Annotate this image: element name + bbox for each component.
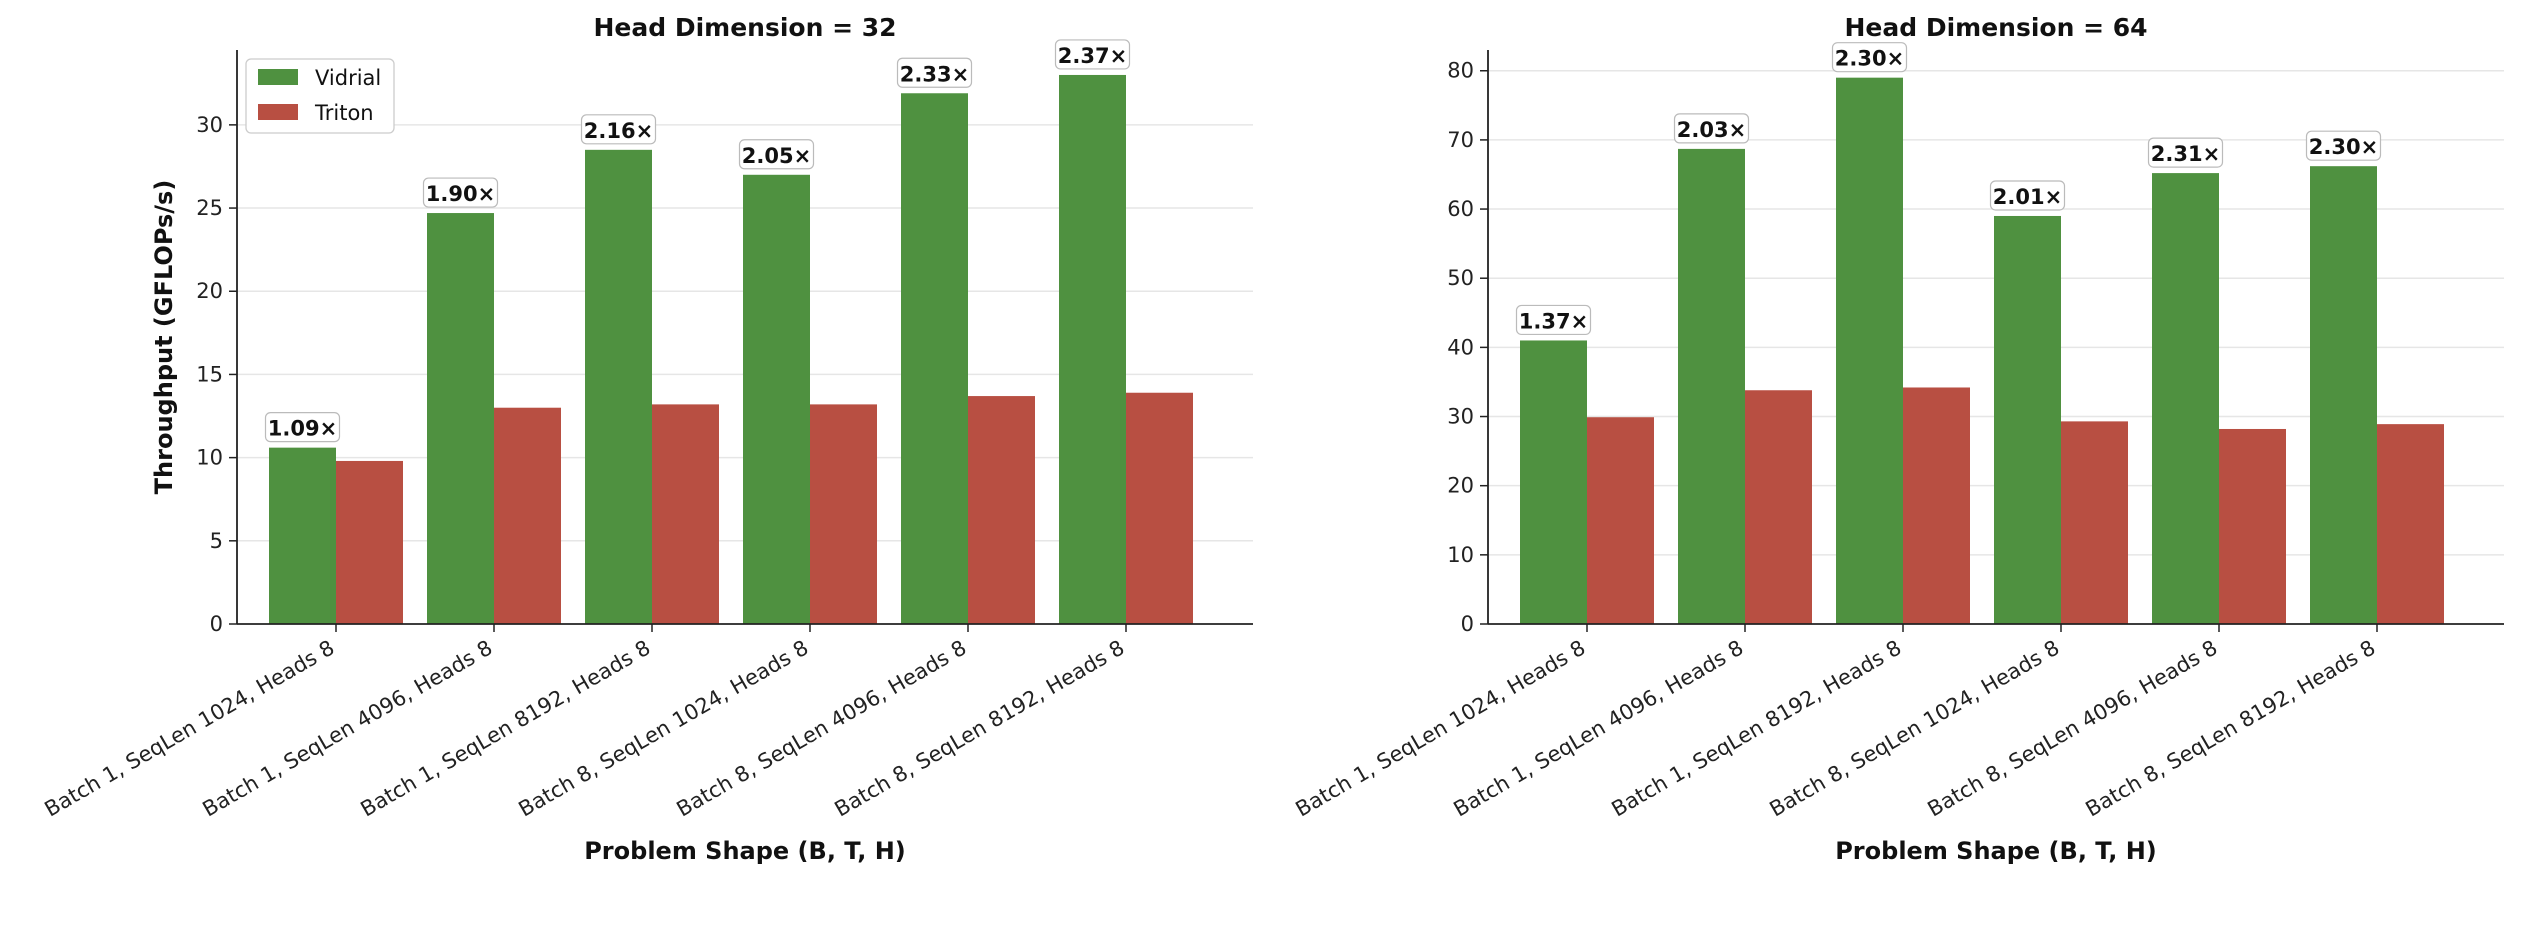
bar-vidrial: [1994, 215, 2061, 625]
y-axis-label: Throughput (GFLOPs/s): [150, 180, 178, 495]
legend-label-triton: Triton: [314, 101, 374, 125]
x-tick-label: Batch 8, SeqLen 1024, Heads 8: [514, 636, 812, 822]
speedup-label: 2.33×: [900, 62, 969, 86]
bar-triton: [652, 404, 719, 624]
chart-panel-1: 0 5 10 15 20 25 30 1.09× Batch 1, SeqLen 1024, H…: [40, 13, 1253, 865]
y-tick-label: 50: [1447, 266, 1474, 290]
speedup-label: 1.90×: [426, 182, 495, 206]
bar-vidrial: [2152, 173, 2219, 624]
bar-vidrial: [2310, 166, 2377, 624]
y-tick-label: 40: [1447, 335, 1474, 359]
speedup-label: 2.05×: [742, 144, 811, 168]
x-tick-label: Batch 8, SeqLen 4096, Heads 8: [672, 636, 970, 822]
speedup-label-box: [738, 139, 815, 170]
legend-label-vidrial: Vidrial: [315, 66, 381, 90]
speedup-label-box: [1831, 42, 1908, 73]
speedup-label: 1.09×: [268, 417, 337, 441]
x-tick-label: Batch 8, SeqLen 4096, Heads 8: [1923, 636, 2221, 822]
bar-triton: [336, 460, 403, 624]
bar-triton: [2377, 424, 2444, 624]
y-tick-label: 0: [1461, 612, 1474, 636]
y-tick-label: 15: [196, 362, 223, 386]
speedup-label: 2.37×: [1058, 44, 1127, 68]
x-tick-label: Batch 8, SeqLen 8192, Heads 8: [2081, 636, 2379, 822]
y-tick-label: 30: [196, 113, 223, 137]
y-tick-label: 20: [196, 279, 223, 303]
x-tick-label: Batch 1, SeqLen 1024, Heads 8: [1291, 636, 1589, 822]
x-tick-label: Batch 8, SeqLen 8192, Heads 8: [830, 636, 1128, 822]
chart-title: Head Dimension = 64: [1844, 13, 2147, 42]
bar-triton: [2219, 428, 2286, 624]
speedup-label: 2.01×: [1993, 185, 2062, 209]
chart-title: Head Dimension = 32: [593, 13, 896, 42]
speedup-label: 2.30×: [1835, 47, 1904, 71]
bar-vidrial: [1520, 340, 1587, 624]
speedup-label-box: [896, 57, 973, 88]
speedup-label-box: [2147, 137, 2224, 168]
chart-panel-2: 0 10 20 30 40 50 60 70 80 1.37× Batch 1, SeqLen 10…: [1291, 13, 2504, 865]
y-tick-label: 30: [1447, 405, 1474, 429]
bar-vidrial: [585, 149, 652, 624]
speedup-label-box: [1989, 180, 2066, 211]
x-tick-label: Batch 1, SeqLen 8192, Heads 8: [356, 636, 654, 822]
bar-triton: [1745, 390, 1812, 624]
x-axis-label: Problem Shape (B, T, H): [1835, 837, 2157, 865]
x-tick-label: Batch 1, SeqLen 4096, Heads 8: [198, 636, 496, 822]
y-tick-label: 25: [196, 196, 223, 220]
y-tick-label: 70: [1447, 128, 1474, 152]
speedup-label: 2.16×: [584, 119, 653, 143]
speedup-label: 2.31×: [2151, 142, 2220, 166]
bar-vidrial: [1678, 148, 1745, 624]
y-tick-label: 10: [196, 446, 223, 470]
speedup-label-box: [1515, 304, 1592, 336]
speedup-label: 1.37×: [1519, 309, 1588, 333]
speedup-label-box: [1673, 113, 1750, 144]
speedup-label-box: [264, 412, 341, 443]
x-tick-label: Batch 1, SeqLen 4096, Heads 8: [1449, 636, 1747, 822]
speedup-label-box: [580, 114, 657, 145]
speedup-label: 2.30×: [2309, 135, 2378, 159]
speedup-label-box: [1054, 39, 1131, 70]
speedup-label-box: [422, 177, 499, 208]
bar-vidrial: [743, 174, 810, 625]
bar-triton: [2061, 421, 2128, 624]
y-tick-label: 10: [1447, 543, 1474, 567]
bar-triton: [1587, 417, 1654, 624]
x-tick-label: Batch 1, SeqLen 8192, Heads 8: [1607, 636, 1905, 822]
speedup-label-box: [2305, 130, 2382, 161]
x-tick-label: Batch 1, SeqLen 1024, Heads 8: [40, 636, 338, 822]
x-tick-label: Batch 8, SeqLen 1024, Heads 8: [1765, 636, 2063, 822]
bar-triton: [968, 396, 1035, 624]
x-axis-label: Problem Shape (B, T, H): [584, 837, 906, 865]
y-tick-label: 80: [1447, 59, 1474, 83]
legend: Vidrial Triton: [245, 58, 395, 134]
y-tick-label: 20: [1447, 474, 1474, 498]
bar-vidrial: [1059, 74, 1126, 624]
bar-triton: [1126, 392, 1193, 624]
bar-triton: [494, 407, 561, 624]
legend-swatch-vidrial: [258, 69, 298, 85]
bar-vidrial: [269, 447, 336, 624]
y-tick-label: 60: [1447, 197, 1474, 221]
bar-triton: [1903, 387, 1970, 624]
bar-vidrial: [901, 93, 968, 624]
bar-vidrial: [1836, 77, 1903, 624]
legend-swatch-triton: [258, 104, 298, 120]
bar-triton: [810, 404, 877, 624]
speedup-label: 2.03×: [1677, 118, 1746, 142]
y-tick-label: 0: [210, 612, 223, 636]
bar-vidrial: [427, 213, 494, 625]
y-tick-label: 5: [210, 529, 223, 553]
